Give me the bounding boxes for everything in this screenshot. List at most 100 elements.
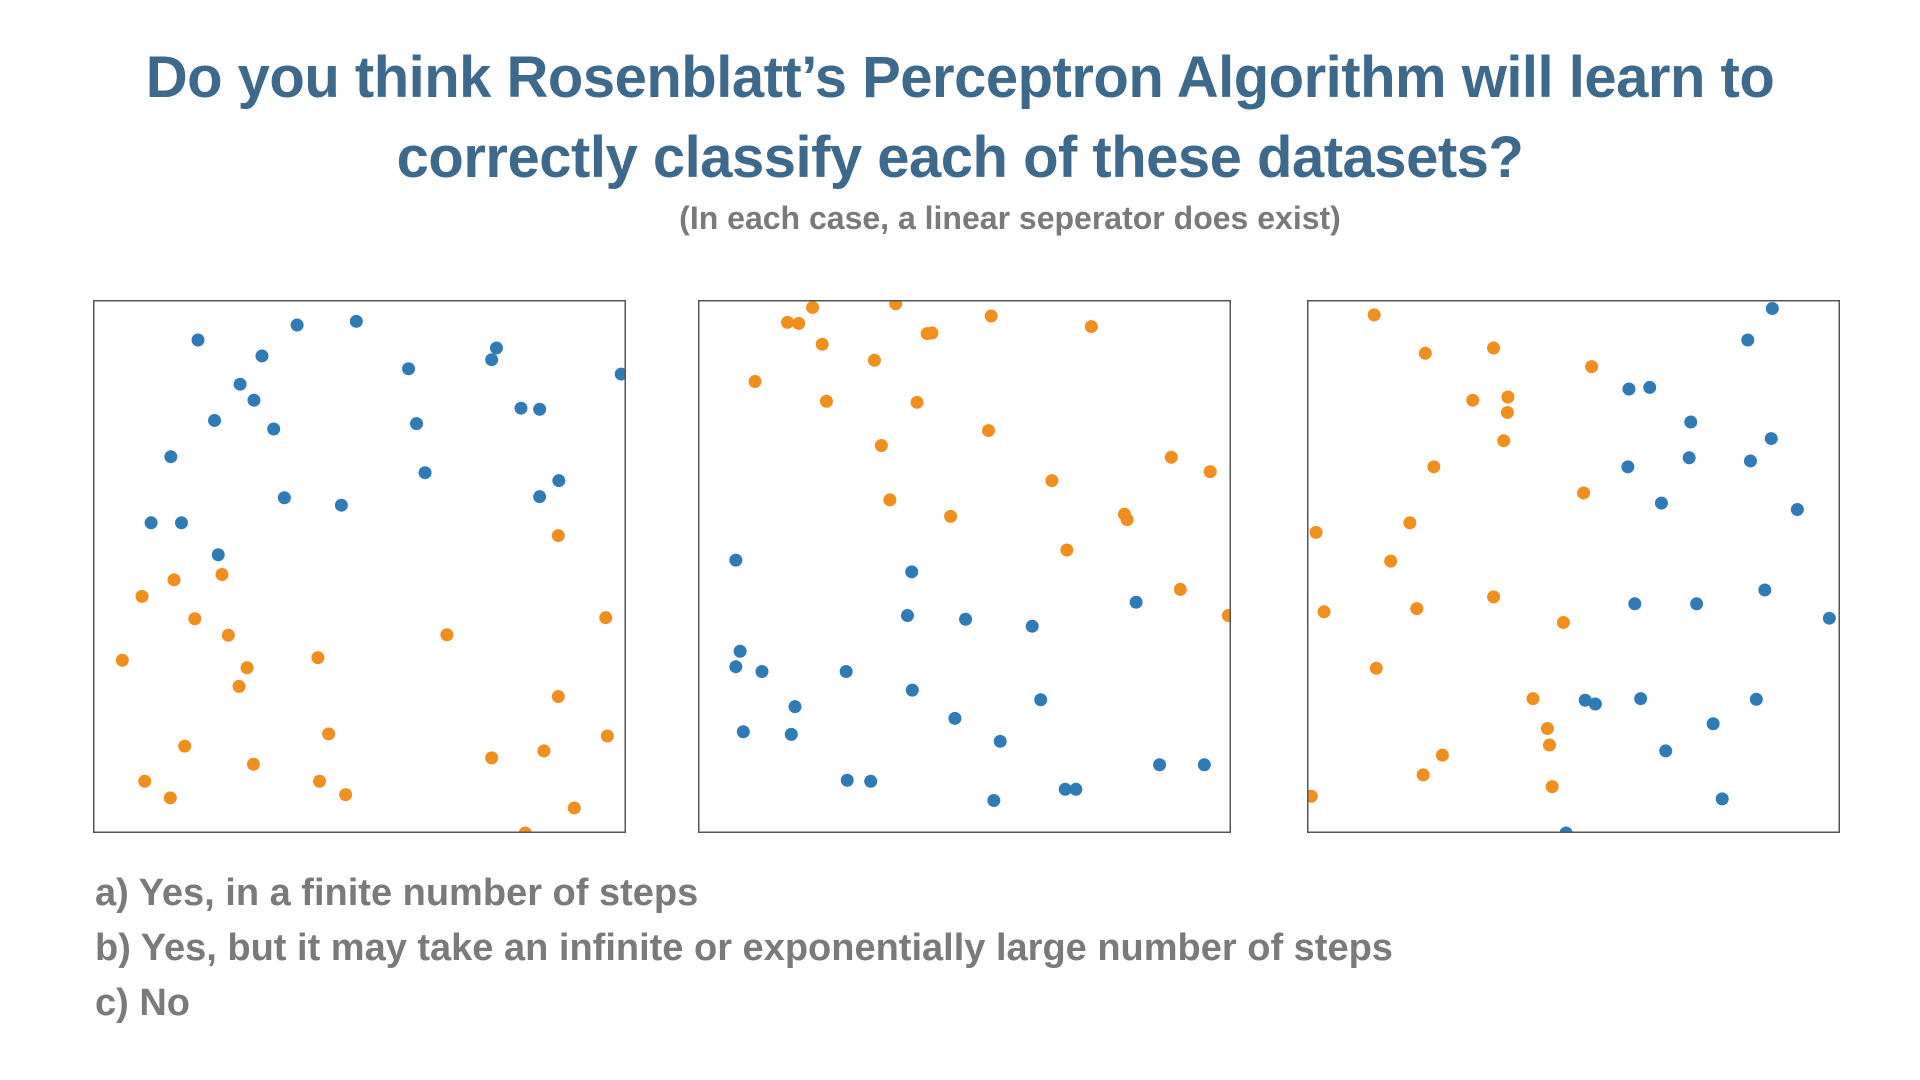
data-point-orange [1203,465,1217,479]
data-point-blue [1588,697,1602,711]
data-point-blue [211,548,225,562]
data-point-orange [138,774,152,788]
data-point-orange [551,690,565,704]
data-point-blue [1069,782,1083,796]
data-point-orange [1410,602,1424,616]
data-point-blue [1790,502,1804,516]
scatter-plot-1 [93,300,626,833]
data-point-blue [729,660,743,674]
data-point-orange [1427,460,1441,474]
answer-options: a) Yes, in a finite number of steps b) Y… [95,866,1393,1031]
plot-frame [1307,300,1840,833]
data-point-blue [1628,597,1642,611]
data-point-blue [514,401,528,415]
data-point-orange [1435,748,1449,762]
data-point-orange [1045,474,1059,488]
data-point-blue [410,417,424,431]
data-point-orange [322,727,336,741]
data-point-blue [1197,758,1211,772]
data-point-orange [1403,516,1417,530]
data-point-orange [313,774,327,788]
data-point-orange [600,729,614,743]
data-point-blue [247,393,261,407]
data-point-blue [1034,693,1048,707]
data-point-blue [1058,782,1072,796]
data-point-blue [1715,792,1729,806]
data-point-orange [1416,768,1430,782]
data-point-blue [418,466,432,480]
data-point-orange [551,529,565,543]
data-point-blue [1025,619,1039,633]
data-point-orange [1060,543,1074,557]
data-point-orange [115,653,129,667]
option-c[interactable]: c) No [95,982,190,1024]
data-point-orange [889,300,903,311]
option-b[interactable]: b) Yes, but it may take an infinite or e… [95,927,1393,969]
scatter-svg-2 [698,300,1231,833]
data-point-orange [1384,554,1398,568]
data-point-orange [567,801,581,815]
data-point-blue [1559,826,1573,833]
data-point-blue [1622,382,1636,396]
data-point-orange [1585,360,1599,374]
data-point-orange [1545,780,1559,794]
data-point-orange [1120,513,1134,527]
data-point-blue [987,793,1001,807]
data-point-blue [1643,380,1657,394]
data-point-orange [518,826,532,833]
data-point-blue [959,612,973,626]
data-point-blue [402,362,416,376]
data-point-orange [232,679,246,693]
data-point-blue [840,773,854,787]
plot-frame [698,300,1231,833]
data-point-orange [215,567,229,581]
data-point-blue [755,665,769,679]
data-point-orange [867,353,881,367]
data-point-blue [1654,496,1668,510]
data-point-orange [1497,434,1511,448]
data-point-blue [864,774,878,788]
data-point-blue [1706,717,1720,731]
scatter-plot-3 [1307,300,1840,833]
data-point-orange [944,509,958,523]
data-point-orange [1173,582,1187,596]
data-point-orange [874,439,888,453]
data-point-orange [1487,590,1501,604]
data-point-orange [1487,341,1501,355]
data-point-orange [485,751,499,765]
data-point-orange [339,788,353,802]
scatter-plot-2 [698,300,1231,833]
data-point-orange [1367,308,1381,322]
data-point-blue [174,516,188,530]
data-point-orange [599,611,613,625]
data-point-blue [1682,451,1696,465]
data-point-blue [489,341,503,355]
data-point-blue [736,725,750,739]
data-point-orange [1500,405,1514,419]
data-point-orange [1369,661,1383,675]
data-point-orange [1309,525,1323,539]
data-point-orange [1501,390,1515,404]
data-point-orange [163,791,177,805]
scatter-svg-3 [1307,300,1840,833]
data-point-blue [1578,693,1592,707]
data-point-blue [1822,611,1836,625]
data-point-blue [1621,460,1635,474]
data-point-blue [277,491,291,505]
data-point-blue [729,553,743,567]
data-point-orange [1307,789,1318,803]
data-point-blue [485,353,499,367]
data-point-blue [905,565,919,579]
data-point-orange [311,651,325,665]
scatter-svg-1 [93,300,626,833]
data-point-orange [537,744,551,758]
title-line-2: correctly classify each of these dataset… [396,125,1524,190]
data-point-orange [1556,615,1570,629]
data-point-blue [233,377,247,391]
option-a[interactable]: a) Yes, in a finite number of steps [95,872,699,914]
data-point-blue [839,665,853,679]
data-point-orange [167,573,181,587]
data-point-orange [815,337,829,351]
data-point-orange [981,424,995,438]
data-point-blue [1684,415,1698,429]
